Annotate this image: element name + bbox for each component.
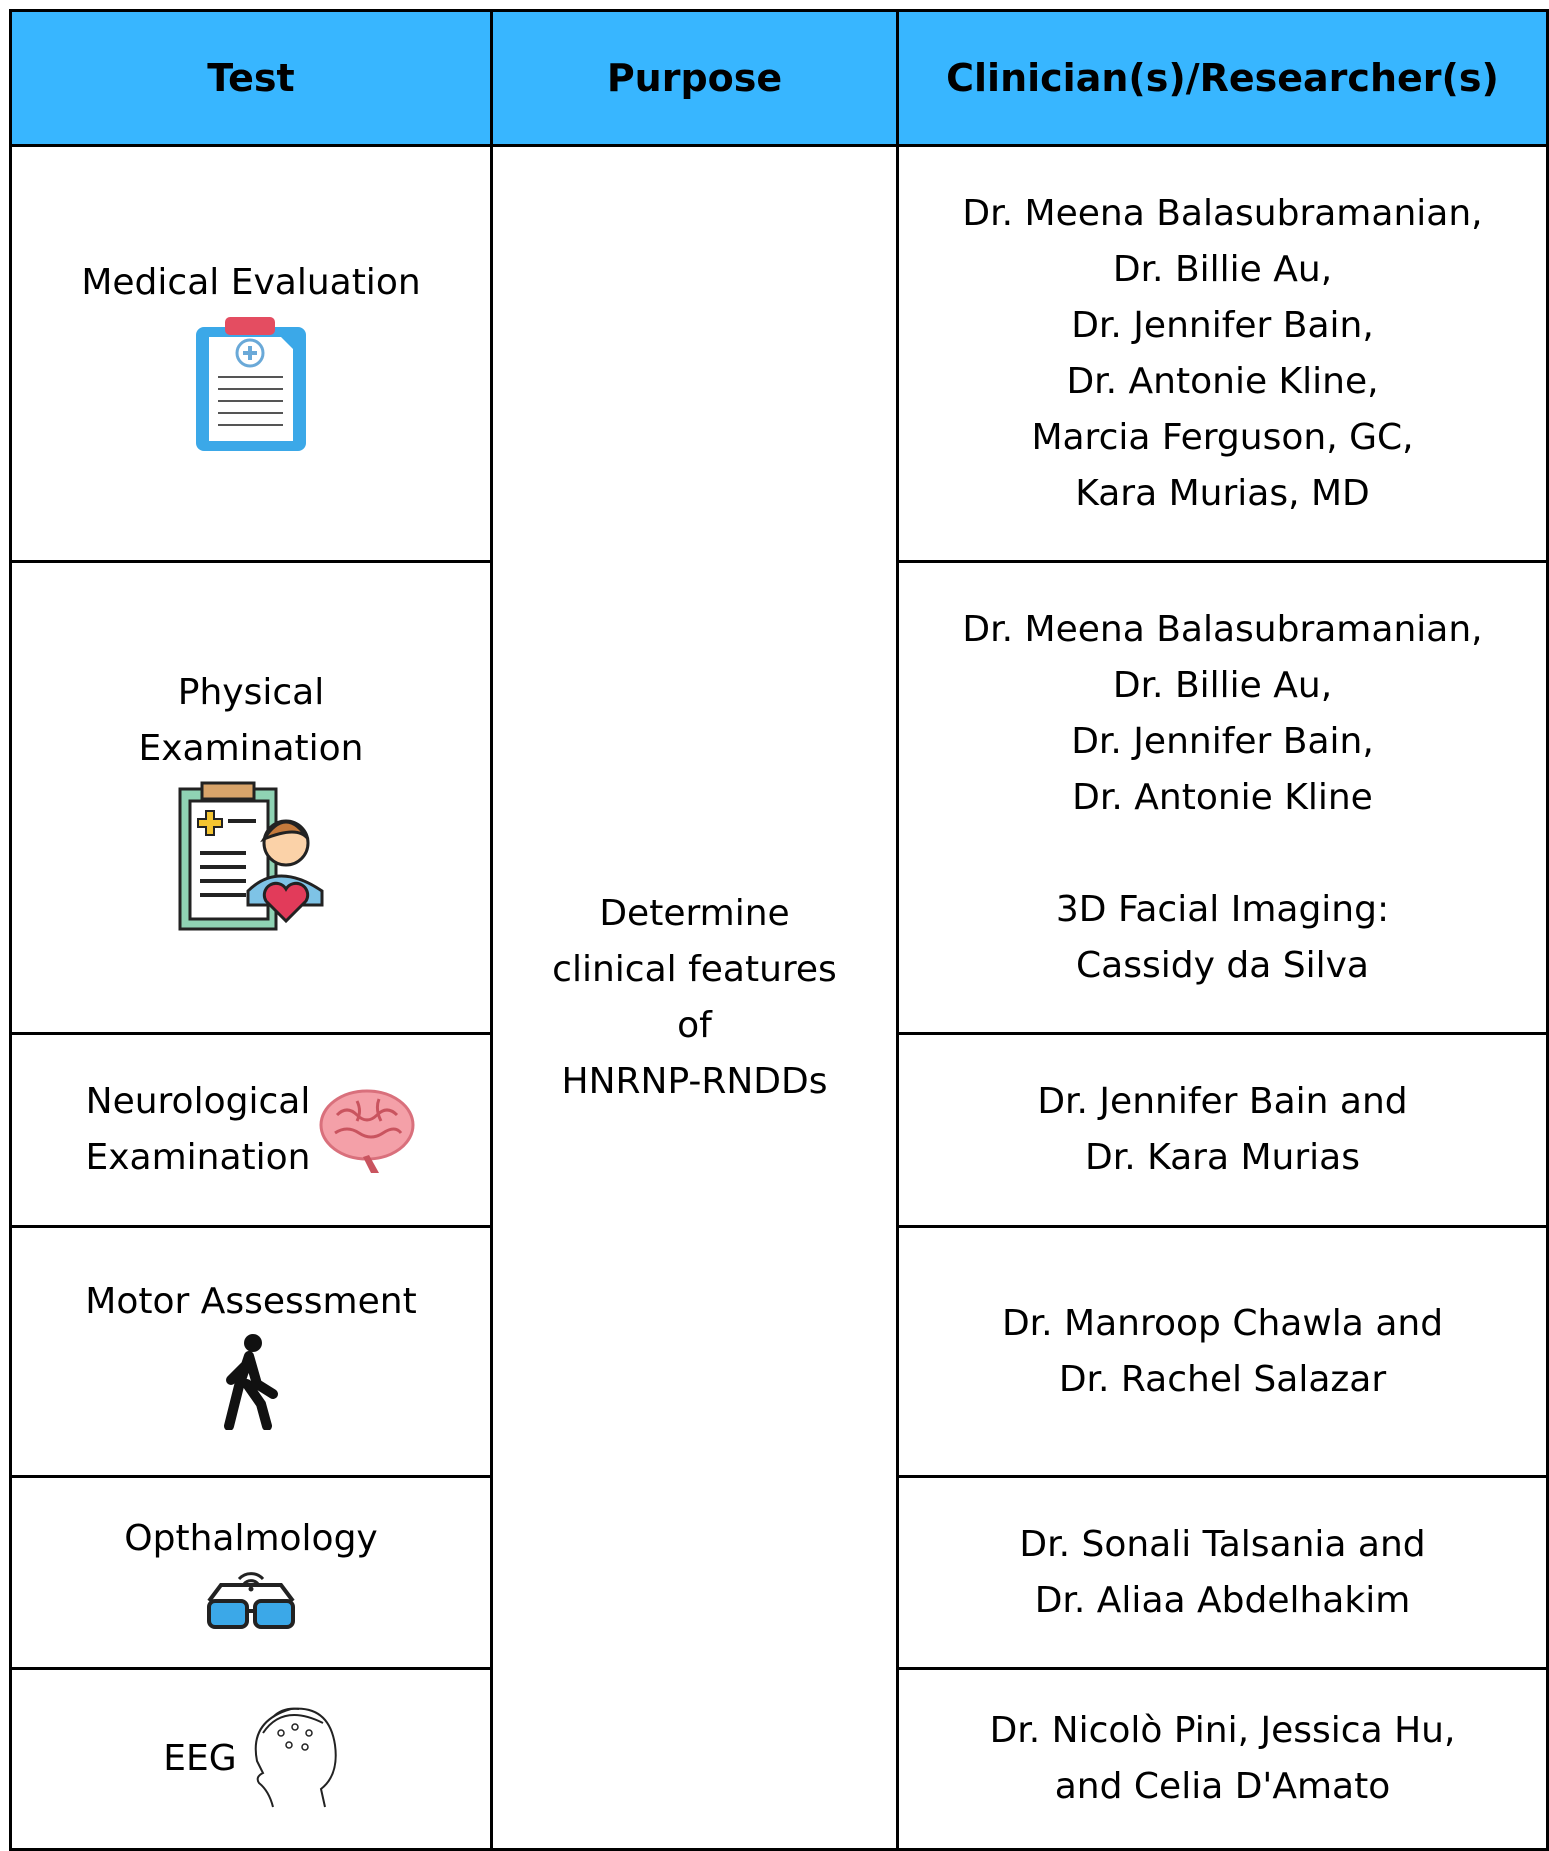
text-line: Dr. Meena Balasubramanian, [962,192,1483,234]
clinician-cell: Dr. Manroop Chawla and Dr. Rachel Salazar [896,1225,1549,1478]
test-cell: Opthalmology [9,1475,493,1670]
text-line: Dr. Jennifer Bain, [1071,720,1374,762]
paragraph: 3D Facial Imaging: Cassidy da Silva [909,882,1536,994]
text-line: Dr. Billie Au, [1112,664,1333,706]
icon [196,316,306,451]
purpose-cell: Determine clinical features of HNRNP-RNDDs [490,144,899,1851]
test-cell: Physical Examination [9,560,493,1035]
column-header: Test [9,9,493,147]
text-line: Dr. Billie Au, [1112,248,1333,290]
clinician-cell: Dr. Sonali Talsania and Dr. Aliaa Abdelha… [896,1475,1549,1670]
icon [207,1571,295,1629]
text-line: Dr. Jennifer Bain, [1071,304,1374,346]
text-line: EEG [163,1738,237,1779]
paragraph: Dr. Sonali Talsania and Dr. Aliaa Abdelha… [909,1517,1536,1629]
text-line: Opthalmology [124,1517,378,1559]
text-line: Examination [85,1137,311,1178]
text-line: Determine [599,892,790,934]
test-with-icon: Neurological Examination [85,1074,416,1186]
icon [254,1707,337,1808]
text-line: Dr. Manroop Chawla and [1001,1302,1444,1344]
text-line: Dr. Kara Murias [1085,1137,1360,1178]
text-line: Motor Assessment [85,1280,417,1322]
table-row: Physical Examination Dr. Meena Balasubrama… [9,560,1549,1035]
clinician-cell: Dr. Nicolò Pini, Jessica Hu, and Celia D'… [896,1667,1549,1851]
test-cell: Medical Evaluation [9,144,493,563]
text-line: Neurological [85,1081,311,1122]
text-line: Dr. Nicolò Pini, Jessica Hu, [989,1710,1456,1751]
icon [178,781,324,930]
text-line: Dr. Antonie Kline [1072,776,1373,818]
table: Test Purpose Clinician(s)/Researcher(s) Me… [9,9,1549,1851]
paragraph: Dr. Manroop Chawla and Dr. Rachel Salazar [909,1296,1536,1408]
header-row: Test Purpose Clinician(s)/Researcher(s) [9,9,1549,147]
text-line: Cassidy da Silva [1076,944,1369,986]
table-body: Medical Evaluation Determine clinical feat… [9,144,1549,1851]
clinician-cell: Dr. Meena Balasubramanian, Dr. Billie Au,… [896,560,1549,1035]
clinician-cell: Dr. Meena Balasubramanian, Dr. Billie Au,… [896,144,1549,563]
text-line: HNRNP-RNDDs [561,1060,828,1102]
icon [319,1089,415,1173]
table-row: Motor Assessment Dr. Manroop Chawla and Dr… [9,1225,1549,1478]
text-line: Dr. Antonie Kline, [1066,360,1379,402]
column-header: Clinician(s)/Researcher(s) [896,9,1549,147]
text-line: Marcia Ferguson, GC, [1031,416,1414,458]
table-row: Opthalmology Dr. Sonali Talsania and Dr. A… [9,1475,1549,1670]
paragraph: Dr. Meena Balasubramanian, Dr. Billie Au,… [909,602,1536,826]
text-line: Dr. Aliaa Abdelhakim [1034,1579,1411,1621]
test-text: Neurological Examination [85,1074,310,1186]
test-with-icon: EEG [163,1703,338,1815]
text-line: 3D Facial Imaging: [1055,888,1390,930]
test-text: EEG [163,1731,236,1787]
paragraph: Dr. Nicolò Pini, Jessica Hu, and Celia D'… [909,1703,1536,1815]
text-line: Dr. Sonali Talsania and [1019,1523,1426,1565]
page: Test Purpose Clinician(s)/Researcher(s) Me… [9,9,1549,1851]
table-row: Medical Evaluation Determine clinical feat… [9,144,1549,1851]
test-cell: EEG [9,1667,493,1851]
text-line: clinical features [552,948,837,990]
text-line: Dr. Jennifer Bain and [1037,1081,1408,1122]
text-line: of [677,1004,712,1046]
text-line: Examination [138,727,364,769]
text-line: Physical [177,671,325,713]
icon [224,1333,278,1430]
paragraph: Dr. Jennifer Bain and Dr. Kara Murias [909,1074,1536,1186]
test-cell: Neurological Examination [9,1032,493,1228]
column-header: Purpose [490,9,899,147]
text-line: and Celia D'Amato [1054,1766,1391,1807]
text-line: Dr. Rachel Salazar [1058,1358,1387,1400]
test-cell: Motor Assessment [9,1225,493,1478]
table-row: EEG Dr. Nicolò Pini, Jessica Hu, and Celia… [9,1667,1549,1851]
table-row: Neurological Examination Dr. Jennifer Bain… [9,1032,1549,1228]
paragraph: Dr. Meena Balasubramanian, Dr. Billie Au,… [909,186,1536,522]
clinician-cell: Dr. Jennifer Bain and Dr. Kara Murias [896,1032,1549,1228]
text-line: Dr. Meena Balasubramanian, [962,608,1483,650]
text-line: Medical Evaluation [81,261,421,303]
text-line: Kara Murias, MD [1075,472,1370,514]
